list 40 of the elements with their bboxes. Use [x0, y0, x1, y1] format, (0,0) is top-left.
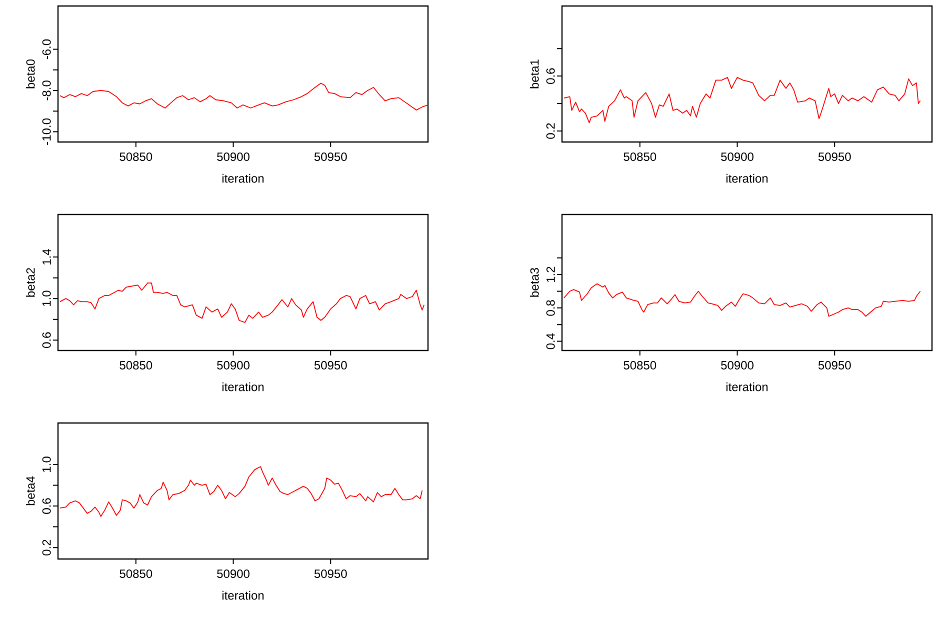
x-tick-label: 50950 — [314, 570, 347, 578]
y-tick-label: 0.6 — [42, 332, 51, 348]
x-tick-label: 50850 — [120, 570, 152, 578]
x-axis-title: iteration — [726, 174, 768, 183]
y-tick-label: 1.4 — [42, 249, 51, 264]
y-axis-title: beta4 — [26, 476, 35, 506]
x-tick-label: 50950 — [818, 361, 851, 370]
x-tick-label: 50850 — [120, 152, 152, 162]
x-tick-label: 50900 — [217, 361, 250, 370]
x-tick-label: 50900 — [217, 570, 250, 578]
x-tick-label: 50950 — [314, 361, 347, 370]
x-tick-label: 50850 — [120, 361, 152, 370]
x-tick-label: 50950 — [818, 152, 851, 162]
x-tick-label: 50850 — [624, 152, 656, 162]
y-tick-label: 1.0 — [42, 456, 51, 472]
x-tick-label: 50900 — [721, 361, 754, 370]
y-tick-label: -8.0 — [42, 80, 51, 100]
y-tick-label: 0.6 — [42, 498, 51, 514]
x-axis-title: iteration — [726, 382, 768, 392]
y-axis-title: beta3 — [530, 268, 539, 297]
x-tick-label: 50900 — [721, 152, 754, 162]
y-tick-label: -10.0 — [42, 118, 51, 145]
y-axis-title: beta0 — [26, 59, 35, 88]
y-tick-label: 0.2 — [546, 123, 555, 139]
x-tick-label: 50850 — [624, 361, 656, 370]
y-tick-label: 1.0 — [42, 290, 51, 306]
y-axis-title: beta1 — [530, 60, 539, 88]
y-tick-label: 0.4 — [546, 333, 555, 350]
x-axis-title: iteration — [222, 590, 264, 600]
line-series — [564, 76, 921, 124]
y-tick-label: -6.0 — [42, 39, 51, 60]
y-tick-label: 0.8 — [546, 300, 555, 316]
x-axis-title: iteration — [222, 174, 264, 183]
y-tick-label: 0.2 — [42, 540, 51, 556]
x-axis-title: iteration — [222, 382, 264, 392]
x-tick-label: 50900 — [217, 152, 250, 162]
y-axis-title: beta2 — [26, 268, 35, 297]
y-tick-label: 1.2 — [546, 266, 555, 282]
x-tick-label: 50950 — [314, 152, 347, 162]
y-tick-label: 0.6 — [546, 68, 555, 84]
